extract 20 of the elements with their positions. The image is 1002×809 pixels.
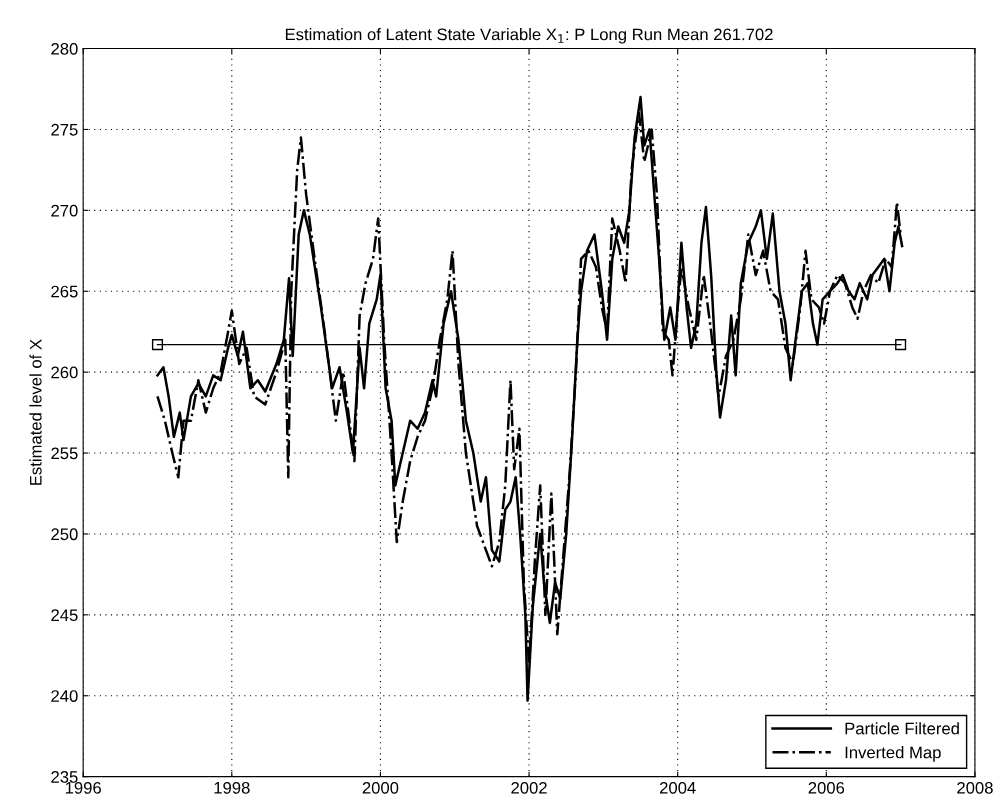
chart-title: Estimation of Latent State Variable X$_{1}$: P Long Run Mean 261.702	[285, 28, 773, 44]
legend-label: Inverted Map	[845, 746, 941, 762]
x-tick-label: 2006	[808, 781, 845, 794]
y-tick-label: 260	[51, 366, 78, 379]
x-tick-label: 2004	[659, 781, 696, 794]
x-tick-label: 2002	[511, 781, 547, 794]
y-tick-label: 270	[51, 204, 78, 217]
y-tick-label: 240	[51, 690, 78, 702]
y-tick-label: 255	[51, 447, 78, 460]
y-tick-label: 265	[51, 285, 78, 298]
y-axis-title: Estimated level of X	[29, 339, 42, 485]
x-tick-label: 2000	[362, 781, 399, 794]
x-tick-label: 1998	[214, 781, 250, 794]
x-tick-label: 2008	[957, 781, 993, 794]
y-tick-label: 280	[51, 42, 78, 55]
y-tick-label: 245	[51, 609, 78, 622]
legend-label: Particle Filtered	[845, 722, 959, 735]
y-tick-label: 250	[51, 528, 78, 541]
y-tick-label: 275	[51, 123, 78, 136]
y-tick-label: 235	[51, 771, 78, 783]
